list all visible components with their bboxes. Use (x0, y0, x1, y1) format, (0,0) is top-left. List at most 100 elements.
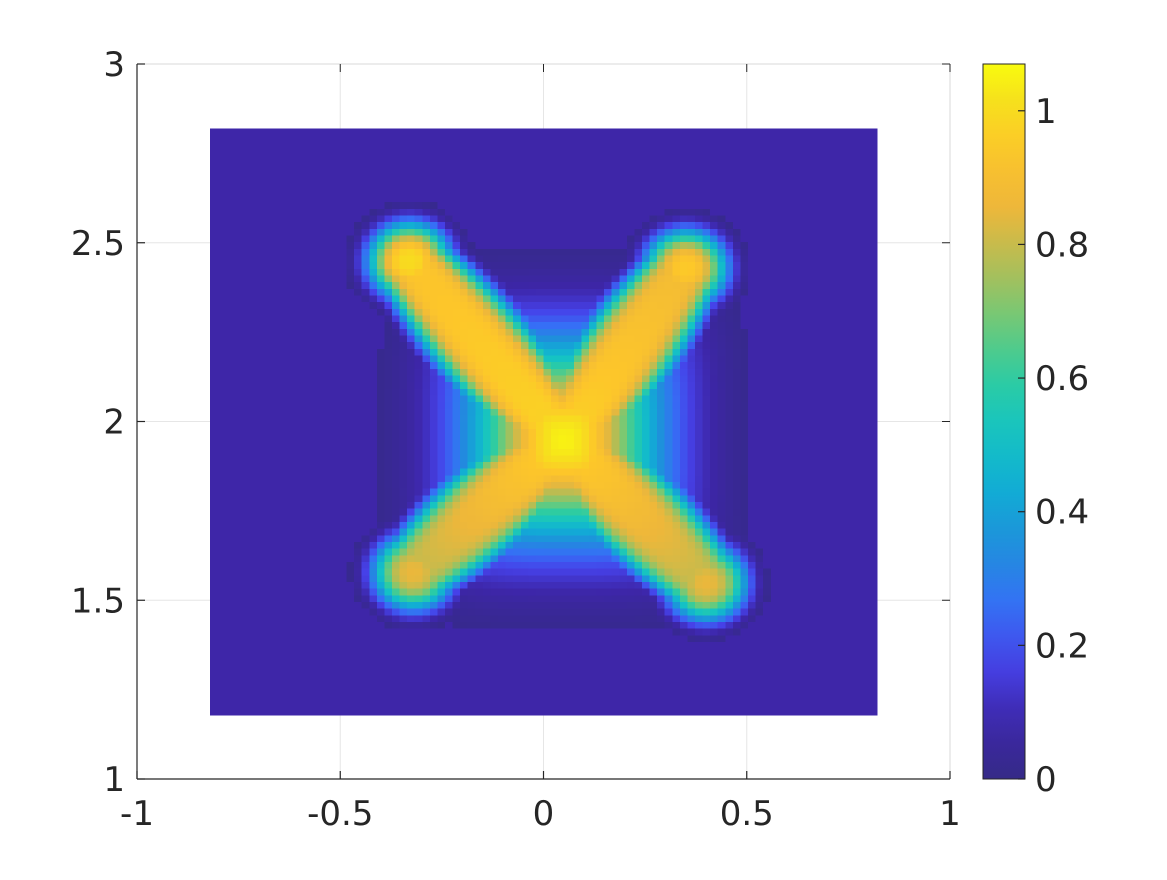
heatmap-cell (650, 495, 658, 502)
heatmap-cell (331, 402, 339, 409)
heatmap-cell (392, 561, 400, 568)
heatmap-cell (240, 695, 248, 702)
heatmap-cell (294, 342, 302, 349)
heatmap-cell (740, 455, 748, 462)
heatmap-cell (362, 568, 370, 575)
heatmap-cell (362, 595, 370, 602)
heatmap-cell (566, 488, 574, 495)
heatmap-cell (468, 601, 476, 608)
heatmap-cell (809, 708, 817, 715)
heatmap-cell (551, 481, 559, 488)
heatmap-cell (301, 535, 309, 542)
heatmap-cell (301, 621, 309, 628)
heatmap-cell (566, 461, 574, 468)
heatmap-cell (839, 435, 847, 442)
heatmap-cell (528, 661, 536, 668)
heatmap-cell (786, 468, 794, 475)
heatmap-cell (377, 641, 385, 648)
heatmap-cell (400, 348, 408, 355)
heatmap-cell (490, 468, 498, 475)
heatmap-cell (278, 621, 286, 628)
heatmap-cell (536, 675, 544, 682)
heatmap-cell (733, 528, 741, 535)
heatmap-cell (225, 595, 233, 602)
heatmap-cell (294, 695, 302, 702)
heatmap-cell (536, 488, 544, 495)
heatmap-cell (831, 701, 839, 708)
heatmap-cell (324, 708, 332, 715)
heatmap-cell (824, 415, 832, 422)
heatmap-cell (286, 441, 294, 448)
heatmap-cell (309, 668, 317, 675)
heatmap-cell (559, 342, 567, 349)
heatmap-cell (407, 428, 415, 435)
heatmap-cell (854, 481, 862, 488)
heatmap-cell (650, 408, 658, 415)
heatmap-cell (498, 461, 506, 468)
heatmap-cell (210, 441, 218, 448)
heatmap-cell (369, 601, 377, 608)
heatmap-cell (778, 621, 786, 628)
heatmap-cell (430, 535, 438, 542)
heatmap-cell (301, 608, 309, 615)
heatmap-cell (384, 661, 392, 668)
heatmap-cell (642, 468, 650, 475)
heatmap-cell (453, 468, 461, 475)
heatmap-cell (453, 382, 461, 389)
heatmap-cell (824, 348, 832, 355)
heatmap-cell (301, 495, 309, 502)
heatmap-cell (437, 355, 445, 362)
heatmap-cell (362, 342, 370, 349)
heatmap-cell (847, 495, 855, 502)
heatmap-cell (687, 508, 695, 515)
heatmap-cell (687, 495, 695, 502)
heatmap-cell (809, 408, 817, 415)
heatmap-cell (612, 635, 620, 642)
heatmap-cell (581, 581, 589, 588)
heatmap-cell (240, 342, 248, 349)
heatmap-cell (612, 382, 620, 389)
heatmap-cell (437, 535, 445, 542)
heatmap-cell (718, 668, 726, 675)
heatmap-cell (278, 688, 286, 695)
heatmap-cell (695, 362, 703, 369)
heatmap-cell (869, 608, 877, 615)
heatmap-cell (854, 515, 862, 522)
heatmap-cell (354, 441, 362, 448)
heatmap-cell (498, 588, 506, 595)
heatmap-cell (490, 348, 498, 355)
heatmap-cell (331, 661, 339, 668)
heatmap-cell (634, 388, 642, 395)
heatmap-cell (794, 601, 802, 608)
heatmap-cell (324, 475, 332, 482)
heatmap-cell (597, 408, 605, 415)
heatmap-cell (650, 595, 658, 602)
heatmap-cell (794, 475, 802, 482)
heatmap-cell (672, 501, 680, 508)
heatmap-cell (498, 695, 506, 702)
heatmap-cell (294, 382, 302, 389)
heatmap-cell (642, 688, 650, 695)
heatmap-cell (392, 568, 400, 575)
heatmap-cell (475, 655, 483, 662)
heatmap-cell (589, 435, 597, 442)
heatmap-cell (400, 628, 408, 635)
heatmap-cell (506, 362, 514, 369)
heatmap-cell (400, 661, 408, 668)
heatmap-cell (687, 621, 695, 628)
heatmap-cell (725, 415, 733, 422)
heatmap-cell (407, 342, 415, 349)
heatmap-cell (400, 495, 408, 502)
heatmap-cell (506, 395, 514, 402)
heatmap-cell (468, 348, 476, 355)
heatmap-cell (627, 688, 635, 695)
heatmap-cell (506, 402, 514, 409)
heatmap-cell (733, 495, 741, 502)
heatmap-cell (301, 661, 309, 668)
heatmap-cell (574, 615, 582, 622)
heatmap-cell (839, 608, 847, 615)
heatmap-cell (763, 515, 771, 522)
heatmap-cell (513, 548, 521, 555)
heatmap-cell (687, 655, 695, 662)
heatmap-cell (506, 382, 514, 389)
